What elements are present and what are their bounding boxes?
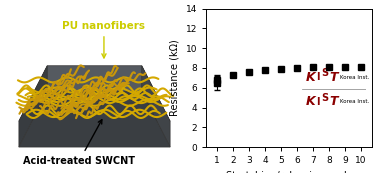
Polygon shape <box>142 66 170 147</box>
X-axis label: Stretching/releasing cycle: Stretching/releasing cycle <box>226 171 353 173</box>
Y-axis label: Resistance (kΩ): Resistance (kΩ) <box>170 39 180 116</box>
Text: Acid-treated SWCNT: Acid-treated SWCNT <box>23 120 135 166</box>
Polygon shape <box>19 92 170 147</box>
Polygon shape <box>19 66 170 121</box>
Polygon shape <box>19 66 47 147</box>
Text: PU nanofibers: PU nanofibers <box>62 21 146 58</box>
